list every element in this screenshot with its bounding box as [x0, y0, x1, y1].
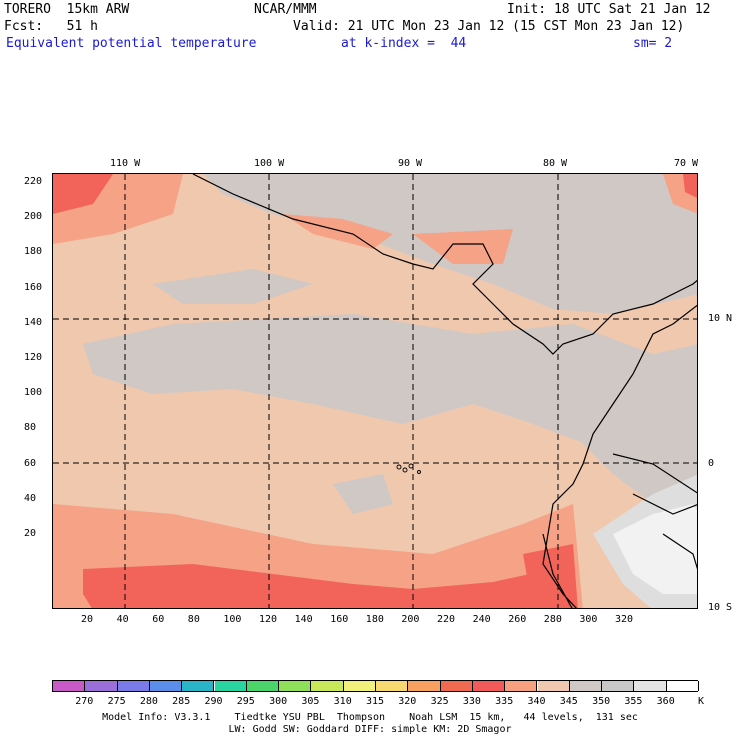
- longitude-label: 100 W: [254, 158, 285, 169]
- x-tick-label: 200: [401, 614, 420, 625]
- longitude-label: 70 W: [674, 158, 699, 169]
- latitude-label: 0: [708, 458, 715, 469]
- longitude-label: 90 W: [398, 158, 423, 169]
- colorbar-swatch: [246, 681, 280, 691]
- colorbar-swatch: [311, 681, 344, 691]
- colorbar: [52, 680, 699, 692]
- x-tick-label: 60: [152, 614, 165, 625]
- colorbar-unit: K: [698, 696, 705, 707]
- y-tick-label: 180: [24, 246, 43, 258]
- valid-time: Valid: 21 UTC Mon 23 Jan 12 (15 CST Mon …: [293, 19, 685, 34]
- colorbar-swatch: [53, 681, 86, 691]
- colorbar-swatch: [569, 681, 603, 691]
- colorbar-label: 300: [269, 696, 288, 707]
- colorbar-label: 360: [656, 696, 675, 707]
- colorbar-label: 355: [624, 696, 643, 707]
- colorbar-label: 320: [398, 696, 417, 707]
- x-tick-label: 120: [259, 614, 278, 625]
- y-tick-label: 200: [24, 211, 43, 223]
- red-fields: [53, 174, 697, 608]
- islands: [396, 463, 421, 474]
- x-tick-label: 140: [294, 614, 313, 625]
- colorbar-label: 350: [592, 696, 611, 707]
- x-tick-label: 40: [116, 614, 129, 625]
- colorbar-label: 280: [139, 696, 158, 707]
- colorbar-label: 310: [333, 696, 352, 707]
- field-name: Equivalent potential temperature: [6, 36, 257, 51]
- x-tick-label: 320: [615, 614, 634, 625]
- x-tick-label: 220: [437, 614, 456, 625]
- forecast-hour: Fcst: 51 h: [4, 19, 98, 34]
- colorbar-label: 305: [301, 696, 320, 707]
- y-tick-label: 100: [24, 387, 43, 399]
- longitude-label: 80 W: [543, 158, 568, 169]
- init-time: Init: 18 UTC Sat 21 Jan 12: [507, 2, 711, 17]
- lat-lon-grid: [53, 174, 697, 608]
- colorbar-swatch: [472, 681, 506, 691]
- colorbar-swatch: [149, 681, 183, 691]
- x-tick-label: 160: [330, 614, 349, 625]
- latitude-label: 10 N: [708, 313, 733, 324]
- colorbar-label: 325: [430, 696, 449, 707]
- model-title: TORERO 15km ARW: [4, 2, 130, 17]
- colorbar-swatch: [376, 681, 409, 691]
- y-tick-label: 20: [24, 528, 37, 539]
- smoothing-label: sm= 2: [633, 36, 673, 51]
- colorbar-swatch: [537, 681, 570, 691]
- y-tick-label: 80: [24, 422, 37, 434]
- colorbar-swatch: [505, 681, 538, 691]
- coastlines: [192, 174, 697, 608]
- y-tick-label: 220: [24, 176, 43, 187]
- colorbar-swatch: [343, 681, 376, 691]
- colorbar-swatch: [634, 681, 667, 691]
- y-tick-label: 40: [24, 492, 37, 504]
- colorbar-label: 270: [75, 696, 94, 707]
- x-tick-label: 180: [365, 614, 384, 625]
- colorbar-swatch: [279, 681, 312, 691]
- colorbar-label: 335: [495, 696, 514, 707]
- colorbar-swatch: [666, 681, 699, 691]
- physics-info: LW: Godd SW: Goddard DIFF: simple KM: 2D…: [228, 724, 512, 735]
- y-tick-label: 140: [24, 316, 43, 328]
- colorbar-label: 330: [462, 696, 481, 707]
- x-tick-label: 300: [579, 614, 598, 625]
- colorbar-label: 275: [107, 696, 126, 707]
- x-tick-label: 280: [543, 614, 562, 625]
- longitude-label: 110 W: [110, 158, 141, 169]
- x-tick-label: 80: [187, 614, 200, 625]
- colorbar-label: 285: [172, 696, 191, 707]
- colorbar-swatch: [214, 681, 247, 691]
- colorbar-swatch: [182, 681, 215, 691]
- colorbar-label: 295: [236, 696, 255, 707]
- x-tick-label: 20: [81, 614, 94, 625]
- colorbar-swatch: [117, 681, 150, 691]
- colorbar-label: 345: [559, 696, 578, 707]
- model-info: Model Info: V3.3.1 Tiedtke YSU PBL Thomp…: [102, 712, 638, 723]
- colorbar-swatch: [602, 681, 635, 691]
- colorbar-label: 290: [204, 696, 223, 707]
- org-label: NCAR/MMM: [254, 2, 317, 17]
- y-tick-label: 160: [24, 281, 43, 293]
- latitude-label: 10 S: [708, 602, 733, 613]
- theta-e-map: [52, 173, 698, 609]
- colorbar-swatch: [408, 681, 441, 691]
- x-tick-label: 260: [508, 614, 527, 625]
- colorbar-swatch: [440, 681, 473, 691]
- map-canvas: [53, 174, 697, 608]
- x-tick-label: 100: [223, 614, 242, 625]
- x-tick-label: 240: [472, 614, 491, 625]
- y-tick-label: 60: [24, 457, 37, 469]
- colorbar-label: 315: [365, 696, 385, 707]
- y-tick-label: 120: [24, 352, 43, 363]
- colorbar-label: 340: [527, 696, 546, 707]
- colorbar-swatch: [85, 681, 118, 691]
- white-fields: [613, 504, 697, 594]
- level-label: at k-index = 44: [341, 36, 467, 51]
